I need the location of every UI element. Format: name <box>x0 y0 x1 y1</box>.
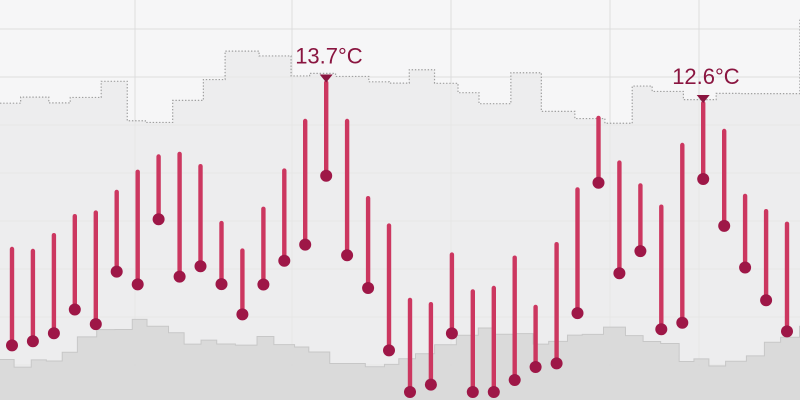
svg-text:12.6°C: 12.6°C <box>672 64 740 89</box>
svg-text:13.7°C: 13.7°C <box>295 44 363 69</box>
